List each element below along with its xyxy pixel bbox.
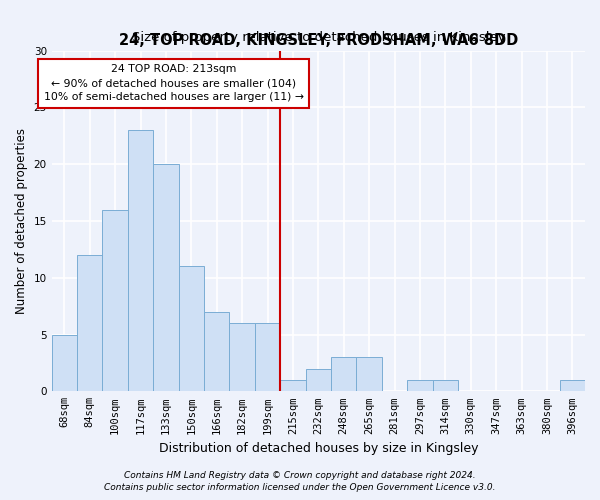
- Bar: [103, 210, 128, 392]
- Bar: [305, 368, 331, 392]
- Bar: [179, 266, 204, 392]
- Bar: [52, 334, 77, 392]
- Text: Contains HM Land Registry data © Crown copyright and database right 2024.
Contai: Contains HM Land Registry data © Crown c…: [104, 471, 496, 492]
- Y-axis label: Number of detached properties: Number of detached properties: [15, 128, 28, 314]
- Bar: [229, 323, 255, 392]
- Title: 24, TOP ROAD, KINGSLEY, FRODSHAM, WA6 8DD: 24, TOP ROAD, KINGSLEY, FRODSHAM, WA6 8D…: [119, 33, 518, 48]
- Bar: [356, 357, 382, 392]
- X-axis label: Distribution of detached houses by size in Kingsley: Distribution of detached houses by size …: [158, 442, 478, 455]
- Bar: [204, 312, 229, 392]
- Bar: [128, 130, 153, 392]
- Bar: [77, 255, 103, 392]
- Bar: [407, 380, 433, 392]
- Text: 24 TOP ROAD: 213sqm
← 90% of detached houses are smaller (104)
10% of semi-detac: 24 TOP ROAD: 213sqm ← 90% of detached ho…: [44, 64, 304, 102]
- Bar: [280, 380, 305, 392]
- Bar: [153, 164, 179, 392]
- Text: Size of property relative to detached houses in Kingsley: Size of property relative to detached ho…: [131, 31, 505, 44]
- Bar: [433, 380, 458, 392]
- Bar: [331, 357, 356, 392]
- Bar: [255, 323, 280, 392]
- Bar: [560, 380, 585, 392]
